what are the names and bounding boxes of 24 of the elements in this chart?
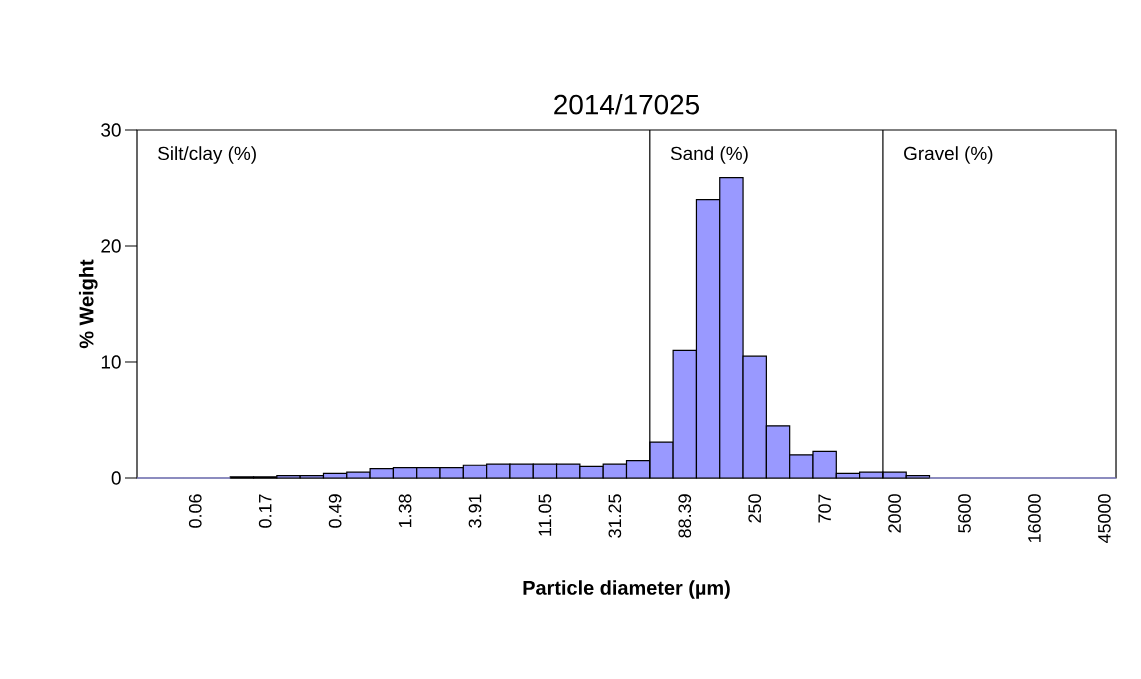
x-tick-label: 3.91 — [468, 494, 482, 528]
x-tick-label: 2000 — [888, 494, 901, 533]
x-tick-label: 5600 — [958, 494, 971, 533]
y-tick-label: 0 — [111, 471, 121, 485]
x-tick-label: 45000 — [1098, 494, 1111, 543]
annotation: Silt/clay (%) — [158, 146, 256, 164]
x-tick-label: 0.06 — [188, 494, 202, 528]
x-tick-label: 88.39 — [678, 494, 692, 538]
x-tick-label: 11.05 — [538, 494, 552, 536]
chart-title: 2014/17025 — [554, 94, 699, 115]
y-axis-title: % Weight — [78, 259, 98, 349]
x-tick-label: 0.17 — [258, 494, 272, 528]
x-tick-label: 0.49 — [328, 494, 342, 528]
y-tick-label: 10 — [101, 355, 121, 369]
x-tick-label: 250 — [748, 494, 762, 523]
annotation: Gravel (%) — [904, 146, 993, 164]
x-tick-label: 707 — [818, 494, 831, 523]
x-tick-label: 16000 — [1028, 494, 1041, 543]
y-tick-label: 30 — [101, 123, 121, 137]
x-tick-label: 31.25 — [608, 494, 622, 538]
y-tick-label: 20 — [101, 239, 121, 253]
annotation: Sand (%) — [670, 146, 748, 164]
x-axis-title: Particle diameter (µm) — [523, 580, 730, 599]
x-tick-label: 1.38 — [398, 494, 412, 528]
